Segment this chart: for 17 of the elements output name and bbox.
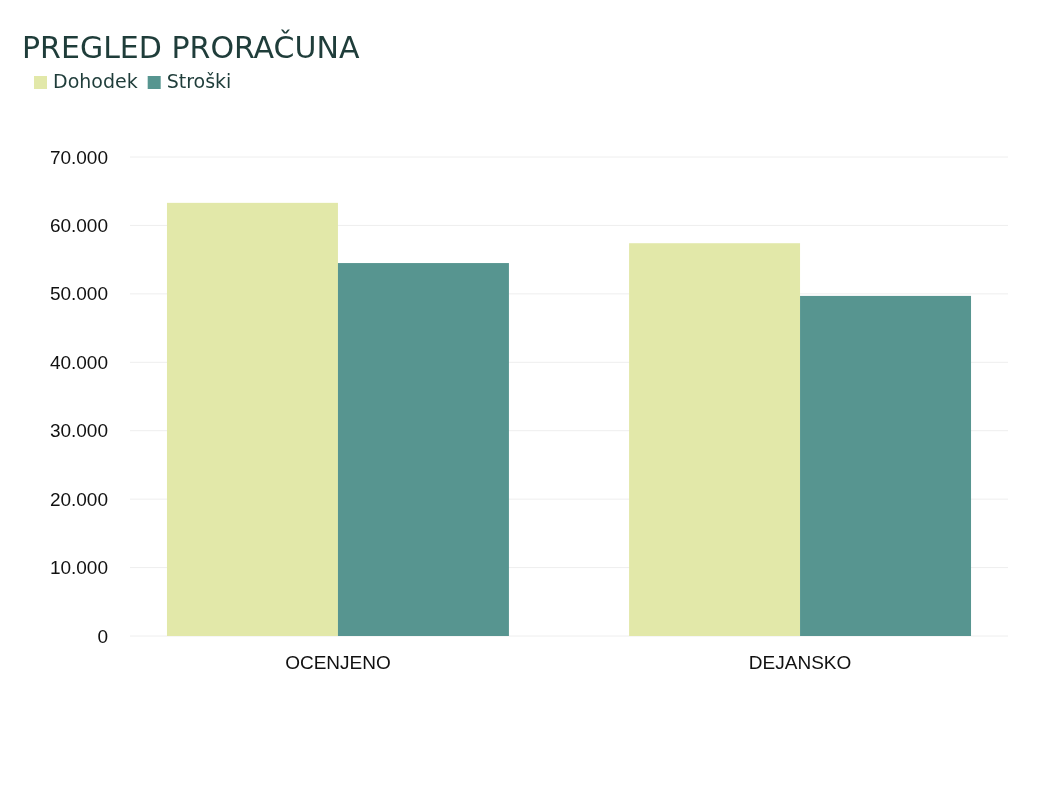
y-tick-label: 20.000 (49, 488, 108, 510)
y-tick-label: 70.000 (49, 146, 108, 168)
legend-label: Dohodek (53, 70, 138, 92)
y-tick-label: 30.000 (49, 420, 108, 442)
legend-label: Stroški (166, 70, 232, 92)
bar (629, 243, 801, 636)
y-tick-label: 40.000 (49, 351, 108, 373)
y-tick-label: 10.000 (49, 557, 108, 579)
x-tick-label: DEJANSKO (748, 652, 852, 674)
chart-title: PREGLED PRORAČUNA (22, 29, 360, 65)
y-tick-label: 60.000 (49, 215, 108, 237)
bar (166, 202, 338, 636)
bar (800, 295, 972, 636)
y-tick-label: 0 (97, 625, 108, 647)
x-tick-label: OCENJENO (285, 652, 391, 674)
bar (337, 263, 509, 636)
y-tick-label: 50.000 (49, 283, 108, 305)
